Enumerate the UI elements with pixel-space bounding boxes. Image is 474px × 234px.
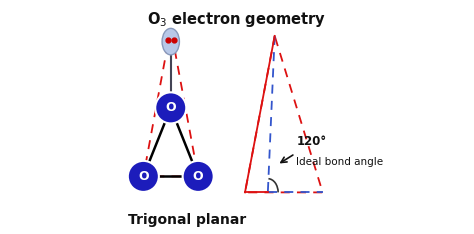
Circle shape: [155, 92, 186, 123]
Circle shape: [182, 161, 214, 192]
Circle shape: [128, 161, 159, 192]
Text: O: O: [138, 170, 149, 183]
Text: 120°: 120°: [296, 135, 327, 148]
Text: Trigonal planar: Trigonal planar: [128, 213, 246, 227]
Text: O: O: [193, 170, 203, 183]
Text: O$_3$ electron geometry: O$_3$ electron geometry: [147, 10, 327, 29]
Text: Ideal bond angle: Ideal bond angle: [296, 157, 383, 167]
Text: O: O: [165, 101, 176, 114]
Ellipse shape: [162, 28, 180, 55]
